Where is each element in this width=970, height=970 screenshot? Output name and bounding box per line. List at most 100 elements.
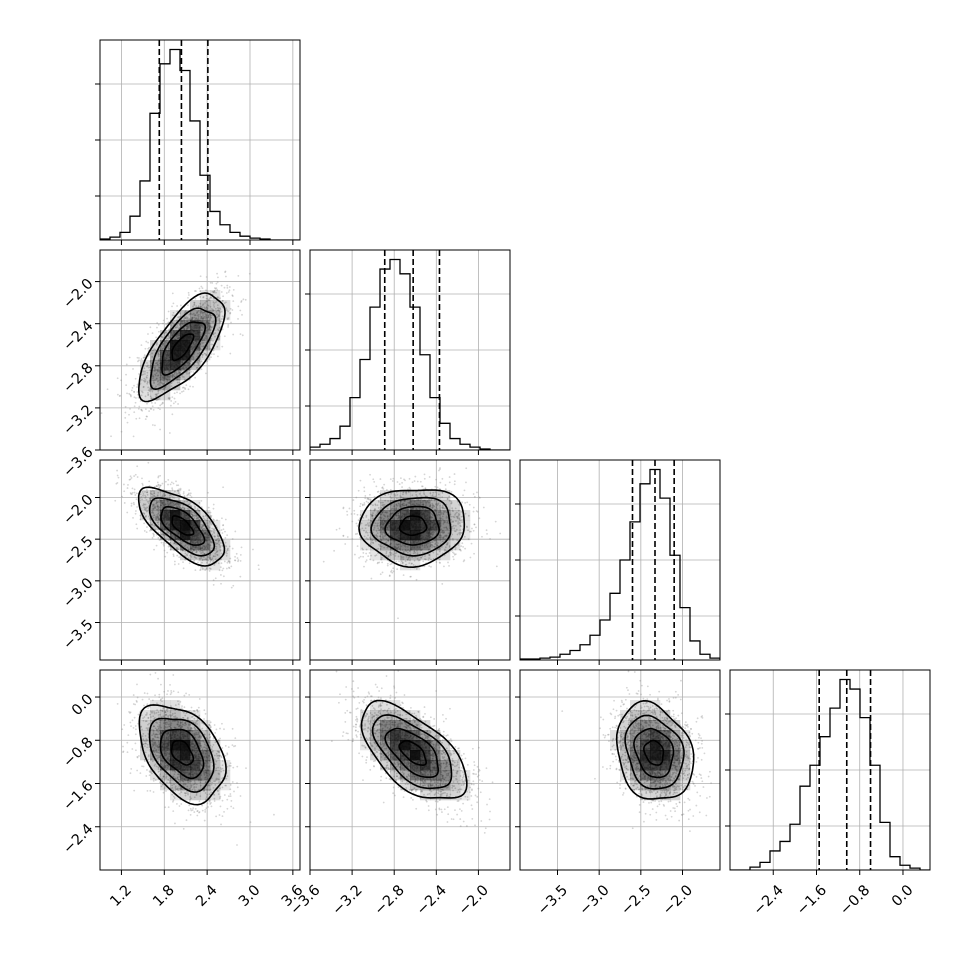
sample-point <box>338 527 341 530</box>
sample-point <box>159 347 162 350</box>
sample-point <box>160 403 163 406</box>
sample-point <box>205 372 207 375</box>
sample-point <box>145 510 148 513</box>
sample-point <box>173 376 176 378</box>
sample-point <box>390 542 392 545</box>
sample-point <box>465 481 467 484</box>
sample-point <box>167 321 170 324</box>
sample-point <box>229 312 232 315</box>
sample-point <box>167 531 170 534</box>
sample-point <box>170 481 173 484</box>
sample-point <box>215 282 218 285</box>
sample-point <box>196 314 199 317</box>
sample-point <box>172 502 175 505</box>
density-cell <box>200 300 211 311</box>
sample-point <box>456 533 459 536</box>
sample-point <box>170 502 173 505</box>
sample-point <box>137 408 140 410</box>
sample-point <box>383 546 386 549</box>
sample-point <box>189 385 192 388</box>
sample-point <box>176 391 178 394</box>
sample-point <box>204 569 207 571</box>
sample-point <box>132 368 134 370</box>
sample-point <box>219 545 222 547</box>
sample-point <box>168 397 170 400</box>
sample-point <box>186 325 189 328</box>
sample-point <box>195 551 198 554</box>
sample-point <box>408 556 411 559</box>
sample-point <box>388 574 391 577</box>
sample-point <box>201 567 204 570</box>
density-cell <box>200 330 211 341</box>
sample-point <box>199 306 202 308</box>
sample-point <box>193 512 196 515</box>
sample-point <box>231 547 234 550</box>
sample-point <box>198 559 201 562</box>
sample-point <box>120 430 123 433</box>
sample-point <box>151 355 154 358</box>
sample-point <box>399 496 402 499</box>
density-cell <box>170 350 181 361</box>
sample-point <box>192 371 195 373</box>
sample-point <box>144 494 146 497</box>
sample-point <box>231 309 234 311</box>
sample-point <box>441 540 444 543</box>
sample-point <box>210 356 212 359</box>
sample-point <box>207 491 209 494</box>
sample-point <box>434 496 436 499</box>
sample-point <box>183 321 186 324</box>
sample-point <box>237 274 240 277</box>
sample-point <box>361 527 364 530</box>
sample-point <box>156 322 159 324</box>
sample-point <box>366 531 369 534</box>
sample-point <box>126 511 129 514</box>
sample-point <box>144 408 147 411</box>
sample-point <box>370 538 372 541</box>
sample-point <box>226 552 228 555</box>
sample-point <box>407 488 409 491</box>
sample-point <box>405 504 408 507</box>
sample-point <box>203 338 206 341</box>
sample-point <box>390 497 393 499</box>
sample-point <box>396 548 399 551</box>
sample-point <box>199 296 202 298</box>
sample-point <box>203 552 206 555</box>
sample-point <box>229 557 232 560</box>
density-cell <box>180 350 191 361</box>
sample-point <box>182 549 184 552</box>
sample-point <box>363 503 366 506</box>
sample-point <box>151 375 154 378</box>
sample-point <box>482 506 485 509</box>
sample-point <box>138 357 140 359</box>
sample-point <box>205 306 208 309</box>
sample-point <box>206 556 209 558</box>
sample-point <box>211 558 213 561</box>
sample-point <box>218 320 221 322</box>
sample-point <box>401 481 403 484</box>
sample-point <box>209 557 212 560</box>
sample-point <box>201 354 204 356</box>
sample-point <box>381 510 384 513</box>
sample-point <box>176 381 179 384</box>
sample-point <box>183 320 186 323</box>
sample-point <box>237 305 240 308</box>
sample-point <box>215 546 218 548</box>
sample-point <box>179 506 182 509</box>
sample-point <box>176 489 179 492</box>
sample-point <box>171 321 174 324</box>
sample-point <box>387 539 390 542</box>
sample-point <box>206 316 209 319</box>
sample-point <box>356 525 359 527</box>
sample-point <box>198 557 201 560</box>
sample-point <box>157 407 160 410</box>
sample-point <box>217 562 220 565</box>
sample-point <box>203 315 205 318</box>
sample-point <box>257 564 260 567</box>
sample-point <box>180 547 183 550</box>
sample-point <box>148 366 151 369</box>
sample-point <box>436 544 439 546</box>
sample-point <box>187 325 190 328</box>
sample-point <box>160 541 163 544</box>
sample-point <box>157 531 160 534</box>
sample-point <box>194 507 197 509</box>
